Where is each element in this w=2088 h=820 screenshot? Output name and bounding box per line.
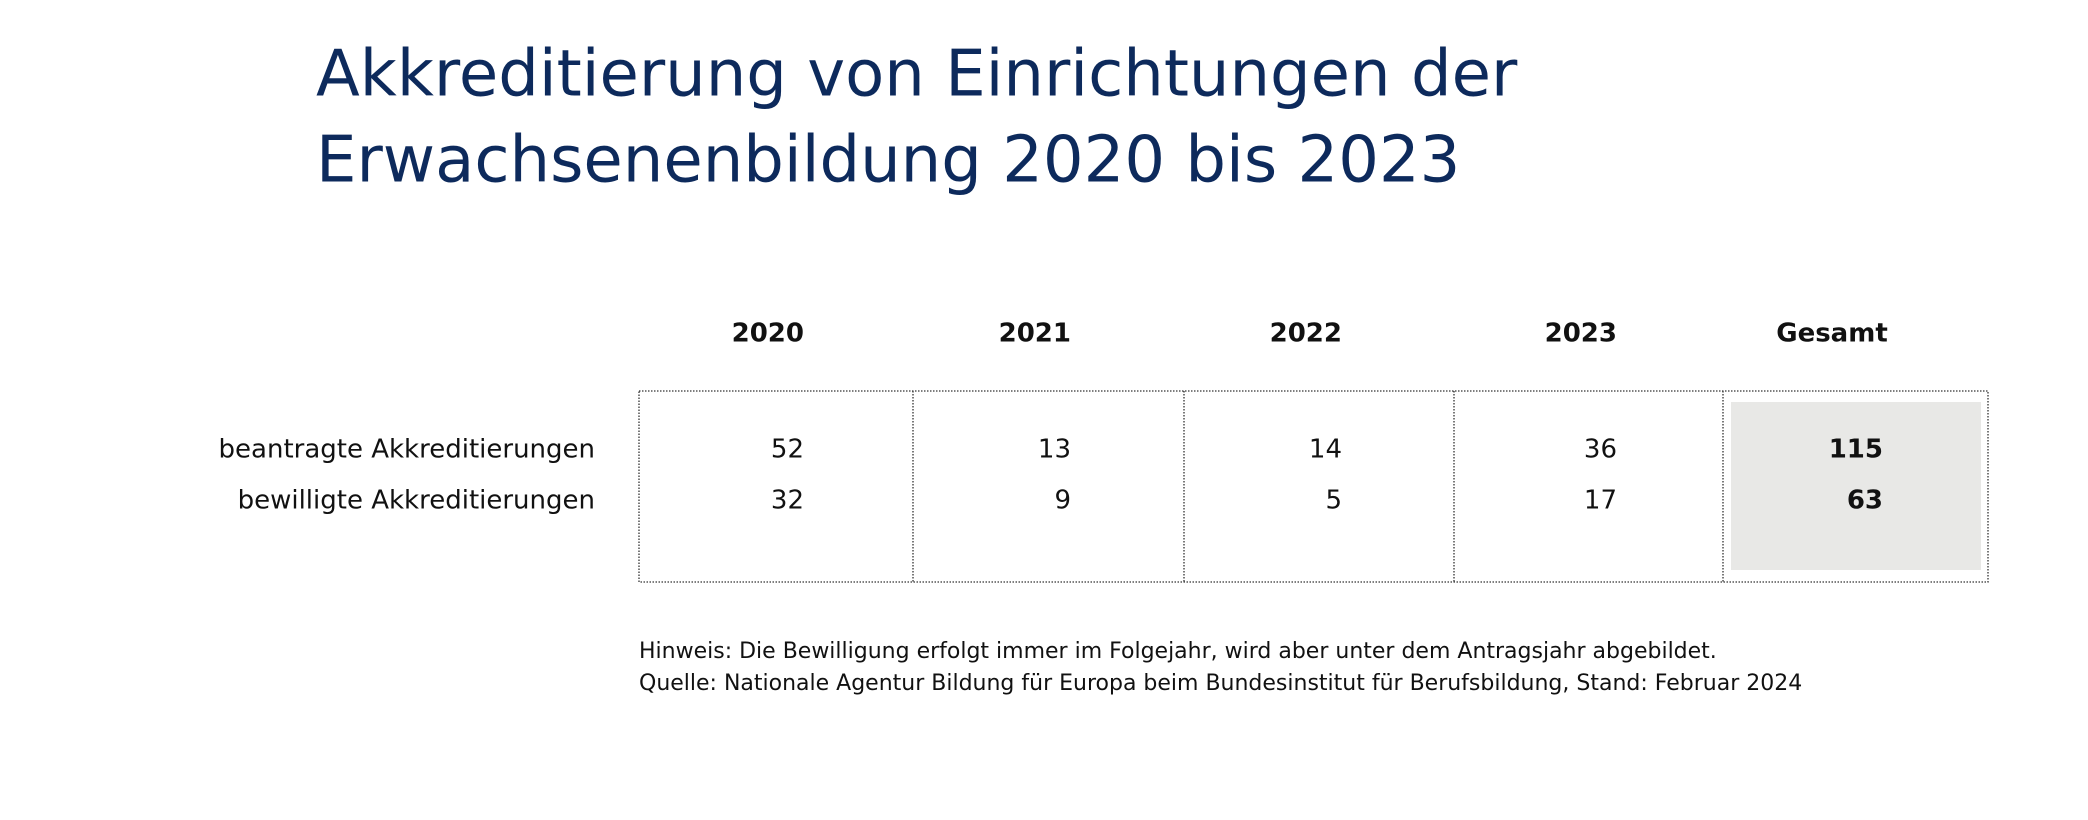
column-header: Gesamt [1776, 319, 1888, 349]
note: Quelle: Nationale Agentur Bildung für Eu… [639, 671, 1802, 696]
value-cell: 13 [1038, 435, 1071, 465]
row-label: beantragte Akkreditierungen [219, 435, 595, 465]
title-line: Erwachsenenbildung 2020 bis 2023 [316, 124, 1460, 198]
column-header: 2023 [1545, 319, 1617, 349]
value-cell: 52 [771, 435, 804, 465]
value-cell: 14 [1309, 435, 1342, 465]
total-cell: 115 [1829, 435, 1883, 465]
value-cell: 36 [1584, 435, 1617, 465]
column-header: 2021 [999, 319, 1071, 349]
column-header: 2020 [732, 319, 804, 349]
total-highlight [1731, 402, 1981, 570]
value-cell: 32 [771, 486, 804, 516]
total-cell: 63 [1847, 486, 1883, 516]
value-cell: 5 [1325, 486, 1342, 516]
table-frame [638, 390, 1989, 583]
column-header: 2022 [1270, 319, 1342, 349]
note: Hinweis: Die Bewilligung erfolgt immer i… [639, 639, 1717, 664]
row-label: bewilligte Akkreditierungen [238, 486, 595, 516]
title-line: Akkreditierung von Einrichtungen der [316, 38, 1518, 112]
value-cell: 17 [1584, 486, 1617, 516]
value-cell: 9 [1054, 486, 1071, 516]
